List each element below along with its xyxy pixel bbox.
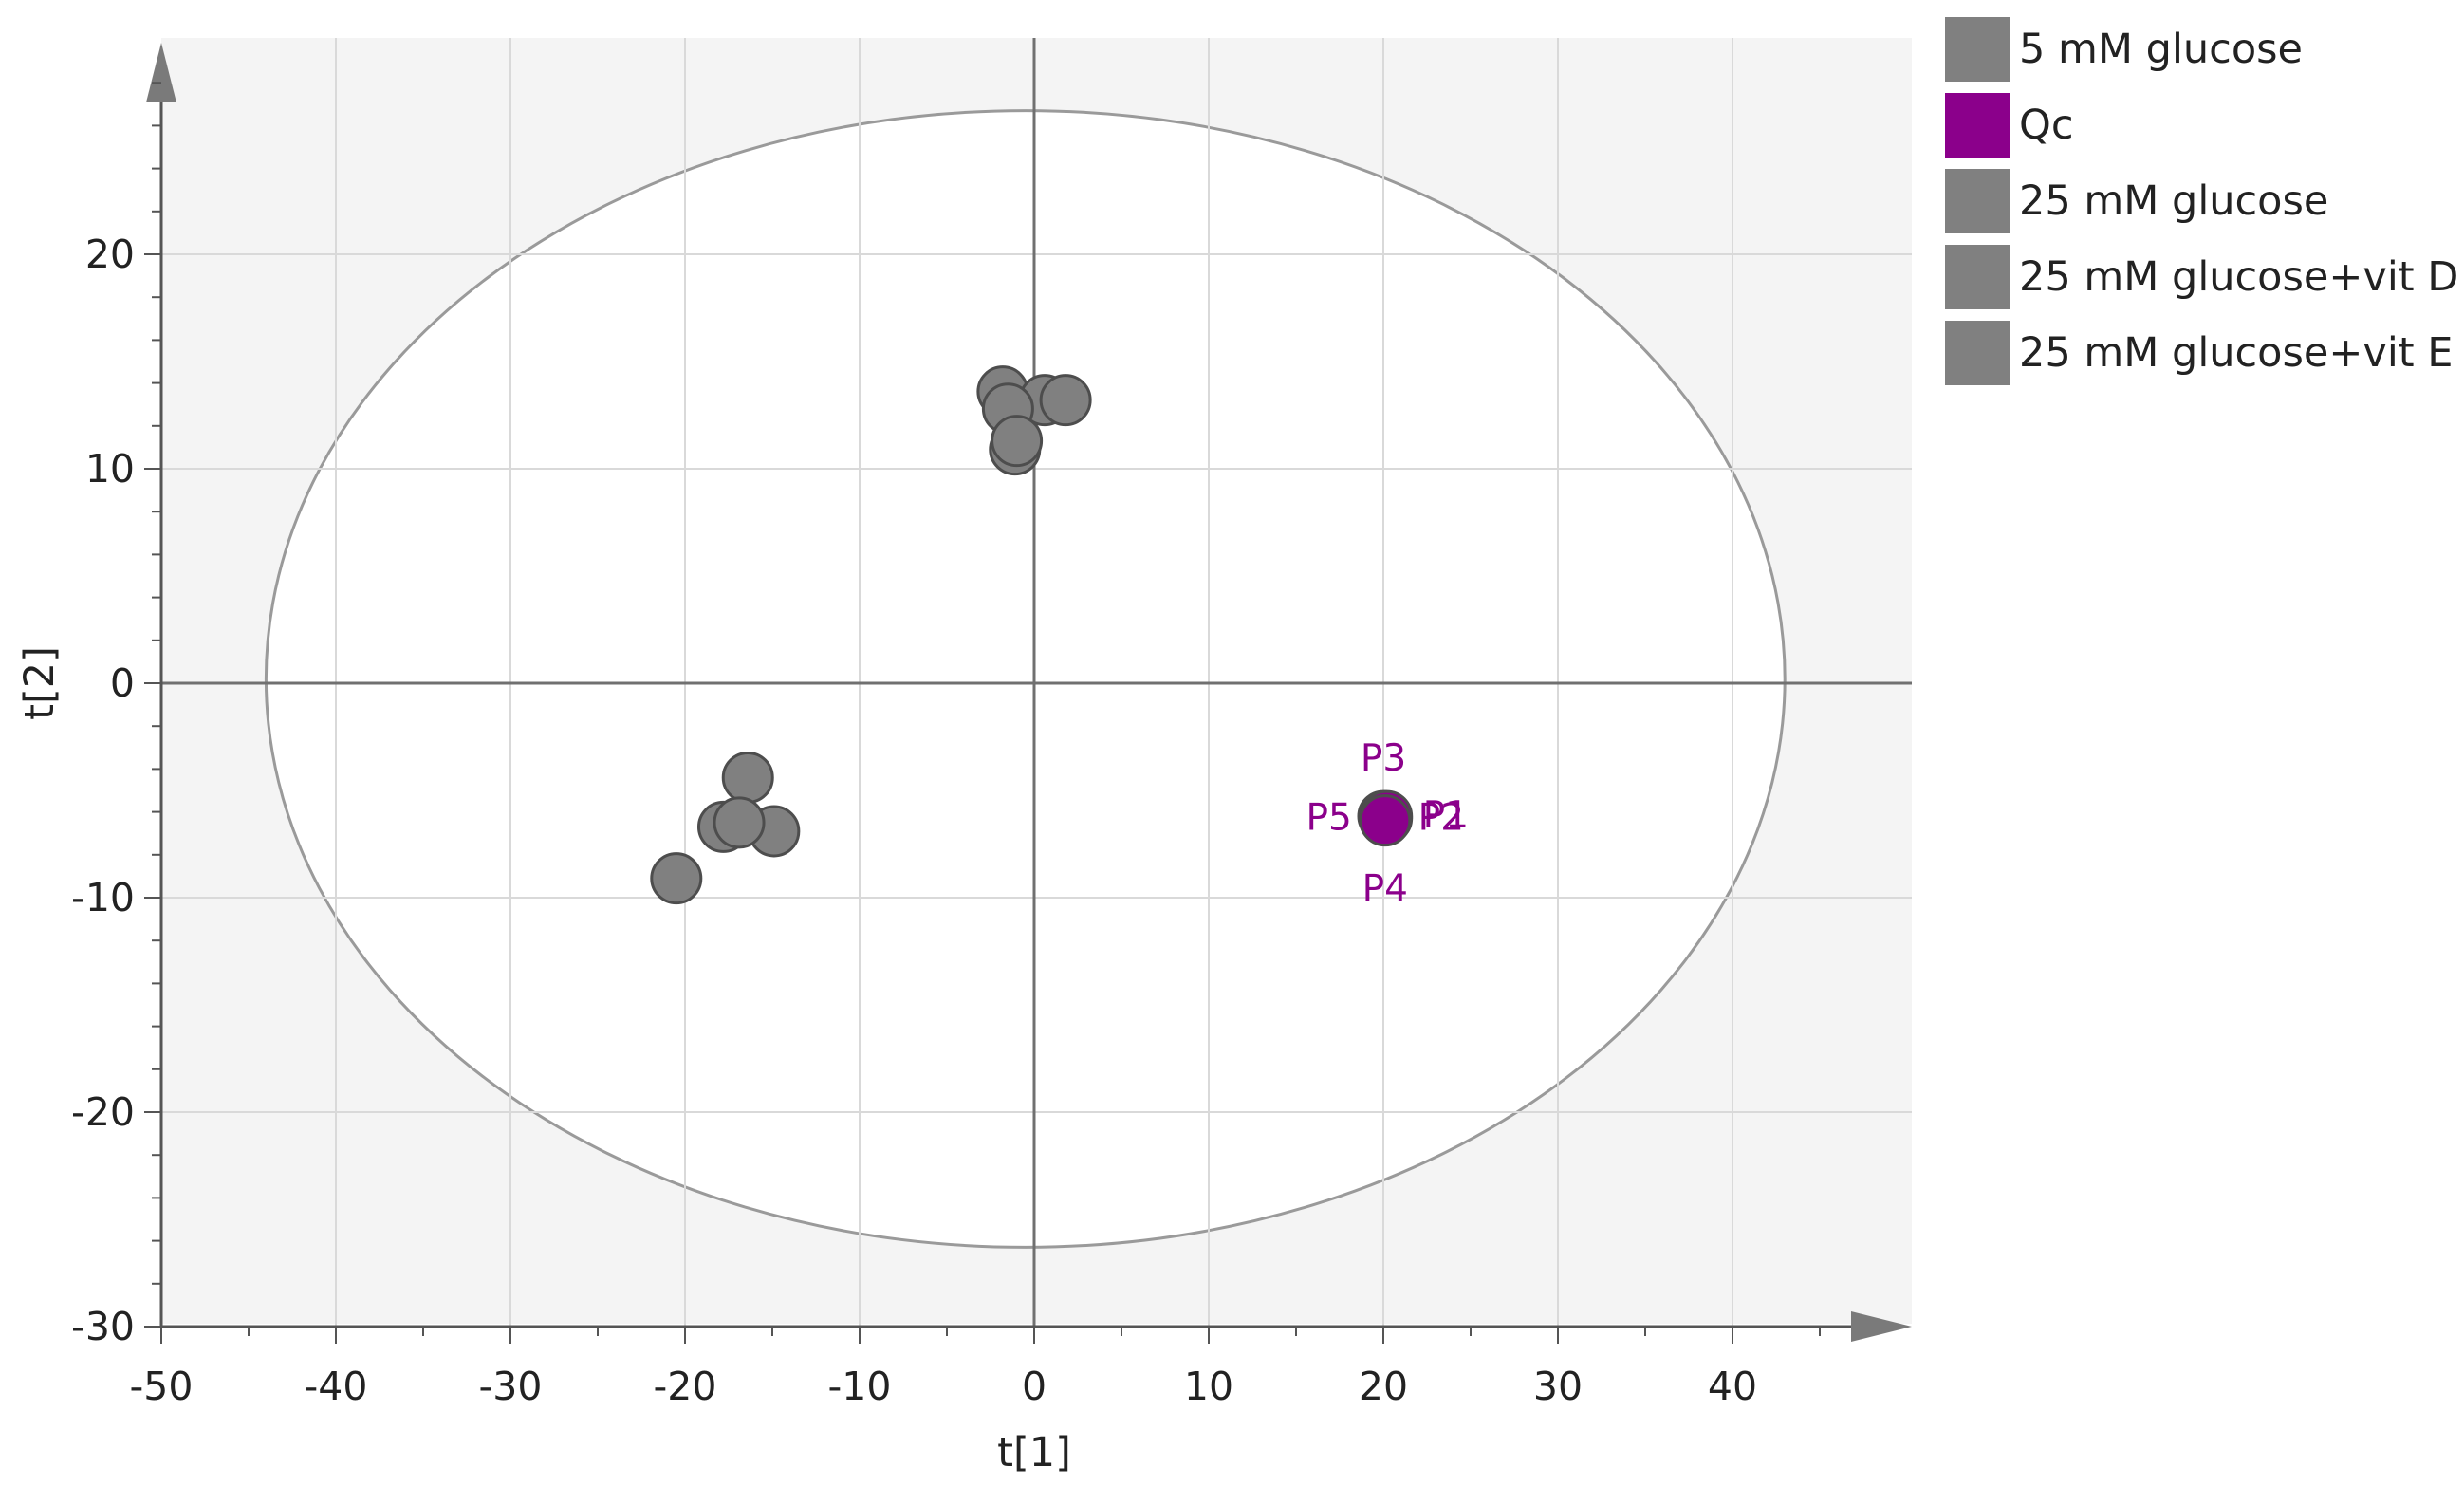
y-tick-label: 20 (85, 232, 135, 277)
y-axis-arrow-icon (146, 43, 176, 102)
legend-swatch (1945, 321, 2010, 385)
y-axis-title: t[2] (16, 646, 64, 720)
legend-item: 5 mM glucose (1945, 11, 2458, 87)
legend-label: 25 mM glucose (2019, 177, 2329, 225)
legend-swatch (1945, 17, 2010, 82)
data-point (713, 796, 766, 849)
tick-labels: -50 -40 -30 -20 -10 0 10 20 30 40 -30 -20 -10 0 10 20 (71, 232, 1757, 1409)
legend-swatch (1945, 169, 2010, 233)
x-tick-label: 10 (1184, 1364, 1233, 1409)
x-axis-title: t[1] (997, 1429, 1071, 1477)
point-label: P3 (1361, 737, 1406, 780)
x-tick-label: -10 (828, 1364, 892, 1409)
x-tick-label: -40 (305, 1364, 368, 1409)
legend-swatch (1945, 93, 2010, 158)
x-axis-arrow-icon (1851, 1311, 1912, 1342)
point-label: P1 (1423, 794, 1469, 837)
y-tick-label: -20 (71, 1089, 135, 1135)
y-tick-label: 10 (85, 446, 135, 492)
legend-item: 25 mM glucose+vit E (1945, 315, 2458, 391)
y-tick-label: -10 (71, 875, 135, 920)
point-label: P2 (1418, 796, 1464, 839)
x-tick-label: 20 (1359, 1364, 1408, 1409)
legend-label: 5 mM glucose (2019, 26, 2303, 73)
data-point (1039, 374, 1092, 427)
data-point (721, 751, 774, 804)
legend-label: 25 mM glucose+vit D (2019, 253, 2459, 301)
legend-item: 25 mM glucose+vit D (1945, 239, 2458, 315)
y-tick-label: 0 (110, 660, 135, 706)
x-tick-label: -50 (130, 1364, 194, 1409)
point-label: P5 (1306, 796, 1351, 839)
legend-item: Qc (1945, 87, 2458, 163)
data-point (650, 852, 703, 905)
data-point (991, 415, 1044, 468)
legend-label: Qc (2019, 102, 2074, 149)
legend-label: 25 mM glucose+vit E (2019, 329, 2454, 377)
point-label: P4 (1362, 868, 1408, 911)
x-tick-label: -20 (654, 1364, 717, 1409)
y-tick-label: -30 (71, 1304, 135, 1349)
x-tick-label: 30 (1533, 1364, 1583, 1409)
confidence-ellipse (264, 109, 1787, 1249)
x-tick-label: -30 (479, 1364, 543, 1409)
legend-item: 25 mM glucose (1945, 163, 2458, 239)
legend: 5 mM glucose Qc 25 mM glucose 25 mM glucose… (1945, 11, 2458, 391)
x-tick-label: 40 (1708, 1364, 1757, 1409)
x-tick-label: 0 (1022, 1364, 1047, 1409)
legend-swatch (1945, 245, 2010, 309)
zero-lines (161, 38, 1912, 1327)
data-point (1359, 794, 1412, 847)
data-points (650, 365, 1414, 905)
tick-marks (144, 82, 1821, 1344)
